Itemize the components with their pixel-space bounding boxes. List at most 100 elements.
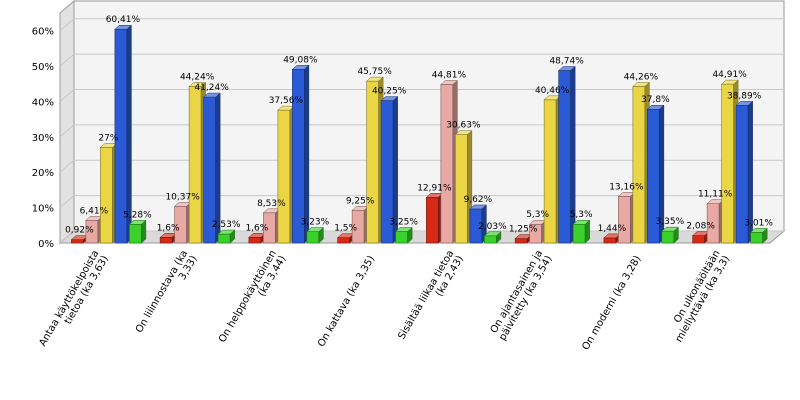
bar-front: [603, 237, 617, 244]
bar: [454, 130, 473, 244]
bar: [351, 205, 370, 244]
data-label: 9,25%: [346, 196, 375, 206]
y-tick-label: 60%: [32, 27, 54, 38]
bar-top: [720, 79, 739, 85]
x-category-label: On moderni (ka 3,28): [580, 254, 643, 352]
bar: [572, 219, 591, 244]
bar-top: [365, 76, 384, 82]
bar-top: [217, 229, 236, 235]
data-label: 3,25%: [389, 218, 418, 228]
bar-front: [277, 109, 291, 244]
bar-top: [306, 227, 325, 232]
x-category-label: Antaa käyttökelpoistatietoa (ka 3,63): [37, 248, 111, 354]
data-label: 1,6%: [245, 223, 268, 233]
y-tick-label: 10%: [32, 204, 54, 215]
bar-front: [337, 237, 350, 244]
bar: [749, 227, 768, 244]
bar-top: [114, 24, 133, 30]
bar-front: [750, 232, 763, 244]
bar-side: [304, 64, 310, 244]
data-label: 44,24%: [180, 72, 215, 82]
bar: [425, 192, 444, 244]
data-label: 37,8%: [641, 95, 670, 105]
data-label: 10,37%: [165, 192, 200, 202]
bar-top: [469, 204, 488, 210]
bar: [277, 105, 296, 244]
gridline: [59, 18, 784, 32]
data-label: 60,41%: [106, 15, 141, 25]
x-category-label: On liiinnostava (ka3,33): [134, 248, 200, 340]
bar-top: [557, 66, 576, 71]
bar: [720, 79, 739, 244]
data-label: 2,53%: [212, 220, 241, 230]
bar: [202, 92, 221, 244]
x-category-label: Sisältää liikaa tietoa(ka 2,43): [396, 248, 466, 347]
bar-top: [202, 92, 221, 98]
data-label: 3,23%: [301, 218, 330, 228]
bar-front: [71, 239, 84, 244]
bar-front: [632, 86, 646, 244]
data-label: 45,75%: [357, 67, 392, 77]
data-label: 8,53%: [257, 199, 286, 209]
data-label: 37,56%: [269, 96, 304, 106]
bar-front: [426, 197, 439, 244]
data-label: 27%: [98, 133, 118, 143]
x-category-label: On ulkonäöltäänmiellyttävä (ka 3,3): [664, 248, 732, 344]
y-tick-label: 40%: [32, 97, 54, 108]
bar: [394, 226, 413, 244]
bar-top: [440, 80, 459, 85]
side-wall: [59, 0, 75, 245]
chart-bars: [70, 24, 768, 244]
bar-top: [661, 226, 680, 232]
bar: [99, 142, 118, 244]
bar-front: [618, 196, 631, 244]
bar-top: [291, 65, 310, 70]
bar-front: [572, 223, 586, 244]
bar: [440, 79, 459, 244]
chart-walls: [58, 0, 786, 245]
bar-top: [572, 219, 591, 225]
data-label: 44,91%: [712, 70, 747, 80]
bar-top: [483, 231, 502, 237]
bar-front: [692, 235, 705, 244]
data-label: 11,11%: [698, 190, 733, 200]
bar: [557, 65, 576, 244]
data-label: 5,3%: [570, 210, 593, 220]
bar-front: [440, 84, 454, 244]
bar: [128, 219, 147, 244]
data-label: 2,03%: [478, 222, 507, 232]
data-label: 5,28%: [123, 210, 152, 220]
bar: [291, 64, 310, 244]
bar-front: [100, 147, 113, 244]
bar-front: [306, 231, 320, 244]
y-tick-label: 0%: [38, 239, 54, 250]
bar: [306, 227, 325, 244]
data-label: 40,25%: [372, 87, 407, 97]
data-label: 41,24%: [194, 83, 229, 93]
data-label: 44,26%: [624, 72, 659, 82]
y-tick-label: 30%: [32, 133, 54, 144]
bar-front: [721, 83, 734, 244]
bar-front: [248, 237, 262, 244]
data-label: 40,46%: [535, 86, 570, 96]
bar-front: [514, 238, 528, 244]
bar: [114, 24, 133, 244]
bar-top: [749, 228, 768, 233]
bar-front: [543, 99, 557, 244]
data-label: 12,91%: [417, 183, 452, 193]
bar-front: [455, 134, 468, 244]
y-tick-label: 50%: [32, 62, 54, 73]
data-label: 1,44%: [598, 224, 627, 234]
data-label: 49,08%: [283, 55, 318, 65]
data-label: 13,16%: [609, 182, 644, 192]
data-label: 5,3%: [526, 210, 549, 220]
bar-front: [395, 231, 408, 244]
x-category-label: On ajantasainen japäivitetty (ka 3,54): [488, 248, 555, 342]
data-label: 9,62%: [464, 195, 493, 205]
bar: [617, 191, 636, 244]
gridline: [59, 88, 784, 102]
data-label: 1,6%: [157, 223, 180, 233]
data-labels: 0,92% 6,41% 27% 60,41% 5,28% 1,6% 10,37% 44,24%…: [65, 15, 773, 236]
data-label: 3,35%: [656, 217, 685, 227]
